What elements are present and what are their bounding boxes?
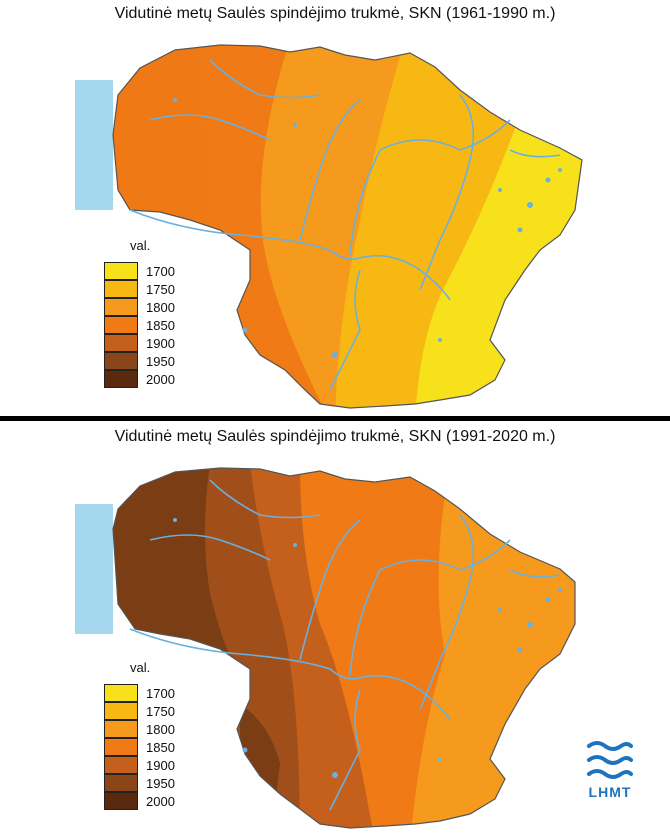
legend-label: 2000 [146, 372, 175, 387]
legend-swatch-1800 [104, 720, 138, 738]
map-title: Vidutinė metų Saulės spindėjimo trukmė, … [114, 5, 556, 22]
legend-label: 1750 [146, 282, 175, 297]
legend-swatch-1750 [104, 280, 138, 298]
legend-label: 1700 [146, 686, 175, 701]
legend-swatch-1850 [104, 738, 138, 756]
legend-label: 1950 [146, 354, 175, 369]
map-title: Vidutinė metų Saulės spindėjimo trukmė, … [114, 428, 556, 445]
wave-logo-icon [587, 741, 633, 779]
legend-swatch-1950 [104, 352, 138, 370]
legend-label: 1900 [146, 758, 175, 773]
legend-title: val. [130, 660, 151, 675]
legend-label: 1850 [146, 318, 175, 333]
legend-label: 1900 [146, 336, 175, 351]
legend-swatch-1950 [104, 774, 138, 792]
legend-label: 1700 [146, 264, 175, 279]
map-panel-1991-2020: Vidutinė metų Saulės spindėjimo trukmė, … [0, 424, 670, 837]
legend-label: 1850 [146, 740, 175, 755]
legend-swatch-1850 [104, 316, 138, 334]
lhmt-logo: LHMT [585, 738, 635, 804]
legend-swatch-1900 [104, 756, 138, 774]
legend-swatch-1800 [104, 298, 138, 316]
legend-swatch-1700 [104, 262, 138, 280]
legend-title: val. [130, 238, 151, 253]
legend-swatch-1700 [104, 684, 138, 702]
lakes [173, 98, 562, 358]
lithuania-map [75, 467, 576, 829]
map-panel-1961-1990: Vidutinė metų Saulės spindėjimo trukmė, … [0, 0, 670, 416]
legend-label: 1800 [146, 722, 175, 737]
sunshine-zones [113, 45, 582, 408]
logo-text: LHMT [588, 784, 632, 800]
legend-swatch-1750 [104, 702, 138, 720]
legend-label: 1800 [146, 300, 175, 315]
legend-label: 2000 [146, 794, 175, 809]
sea [75, 504, 113, 634]
lakes [173, 518, 562, 778]
legend-swatch-2000 [104, 370, 138, 388]
rivers [129, 479, 561, 811]
lithuania-map [75, 44, 583, 409]
sea [75, 80, 113, 210]
legend-swatch-1900 [104, 334, 138, 352]
panel-divider [0, 416, 670, 421]
rivers [129, 59, 561, 391]
legend-swatch-2000 [104, 792, 138, 810]
legend-label: 1950 [146, 776, 175, 791]
legend-label: 1750 [146, 704, 175, 719]
